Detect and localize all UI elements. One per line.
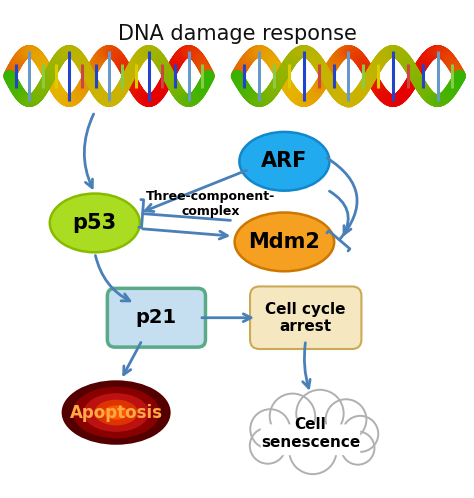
- Circle shape: [270, 393, 315, 439]
- Text: Apoptosis: Apoptosis: [70, 403, 163, 421]
- FancyBboxPatch shape: [261, 424, 360, 455]
- Ellipse shape: [94, 399, 138, 425]
- Text: p21: p21: [136, 308, 177, 327]
- Ellipse shape: [83, 393, 149, 432]
- Text: Mdm2: Mdm2: [248, 232, 320, 252]
- Circle shape: [342, 416, 378, 452]
- Ellipse shape: [62, 380, 171, 445]
- Ellipse shape: [104, 405, 128, 420]
- Circle shape: [341, 431, 374, 465]
- Text: DNA damage response: DNA damage response: [118, 24, 356, 44]
- Circle shape: [250, 428, 286, 464]
- FancyBboxPatch shape: [107, 288, 205, 347]
- Ellipse shape: [235, 213, 334, 271]
- Text: Cell
senescence: Cell senescence: [261, 417, 360, 450]
- FancyBboxPatch shape: [250, 286, 361, 349]
- Ellipse shape: [50, 194, 140, 252]
- Text: p53: p53: [73, 213, 117, 233]
- Circle shape: [296, 390, 344, 437]
- Ellipse shape: [73, 387, 160, 438]
- Text: ARF: ARF: [261, 151, 308, 171]
- Text: Three-component-
complex: Three-component- complex: [146, 190, 275, 218]
- Ellipse shape: [239, 132, 329, 191]
- Circle shape: [326, 399, 366, 440]
- Text: Cell cycle
arrest: Cell cycle arrest: [265, 301, 346, 334]
- Circle shape: [250, 409, 290, 449]
- Circle shape: [289, 427, 337, 474]
